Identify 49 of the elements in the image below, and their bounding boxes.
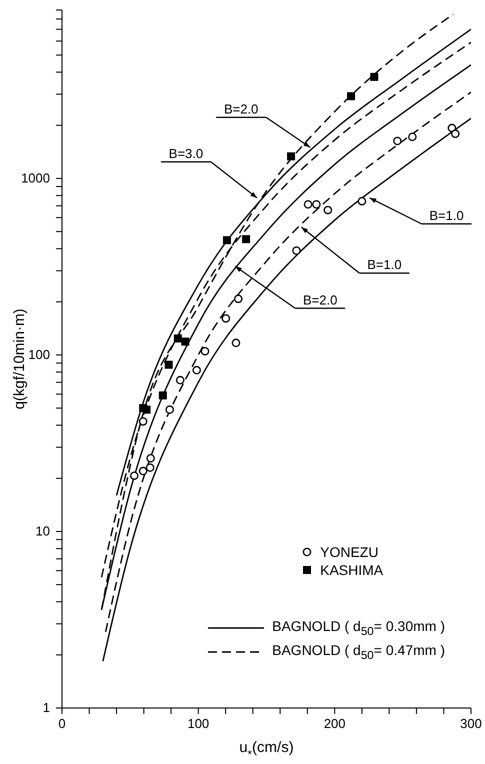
x-tick-label: 100 xyxy=(187,716,210,731)
y-tick-label: 1000 xyxy=(21,170,50,186)
point xyxy=(174,334,182,342)
point xyxy=(451,130,460,138)
annotation: B=1.0 xyxy=(429,208,464,223)
point xyxy=(138,417,148,426)
point xyxy=(358,196,366,206)
point xyxy=(176,376,184,384)
point xyxy=(408,132,417,142)
point xyxy=(158,391,167,400)
point xyxy=(287,152,296,160)
legend-label: BAGNOLD ( d$_{50}$= 0.30mm ) xyxy=(272,618,445,638)
annotation: B=2.0 xyxy=(224,101,258,116)
point xyxy=(370,72,378,81)
point xyxy=(200,346,210,356)
y-tick-label: 1 xyxy=(42,700,50,715)
point xyxy=(347,92,356,100)
point xyxy=(164,360,173,369)
point xyxy=(222,236,231,244)
point xyxy=(146,463,154,472)
legend-label: BAGNOLD ( d$_{50}$= 0.47mm ) xyxy=(272,642,445,662)
y-axis-title: q(kgf/10min·m) xyxy=(11,308,28,410)
y-tick-label: 100 xyxy=(28,346,50,362)
point xyxy=(146,454,155,462)
point xyxy=(312,200,321,209)
y-tick-label: 10 xyxy=(36,523,50,538)
point xyxy=(393,136,402,146)
x-tick-label: 0 xyxy=(58,716,66,731)
annotation: B=1.0 xyxy=(367,257,402,272)
legend-label: YONEZU xyxy=(320,544,378,560)
point xyxy=(324,206,332,214)
x-tick-label: 300 xyxy=(460,716,482,731)
annotation: B=2.0 xyxy=(302,292,338,308)
point xyxy=(304,200,312,209)
legend-label: KASHIMA xyxy=(320,562,384,578)
point xyxy=(181,338,190,346)
point xyxy=(232,338,240,348)
point xyxy=(234,294,243,304)
point xyxy=(130,471,139,480)
point xyxy=(165,405,174,414)
annotation: B=3.0 xyxy=(168,146,204,161)
point xyxy=(142,406,151,414)
x-tick-label: 200 xyxy=(324,716,346,731)
point xyxy=(222,314,230,323)
x-axis-title: u$_{*}$(cm/s) xyxy=(239,739,294,761)
point xyxy=(192,366,201,374)
point xyxy=(138,466,148,476)
point xyxy=(292,246,301,255)
point xyxy=(242,235,250,244)
